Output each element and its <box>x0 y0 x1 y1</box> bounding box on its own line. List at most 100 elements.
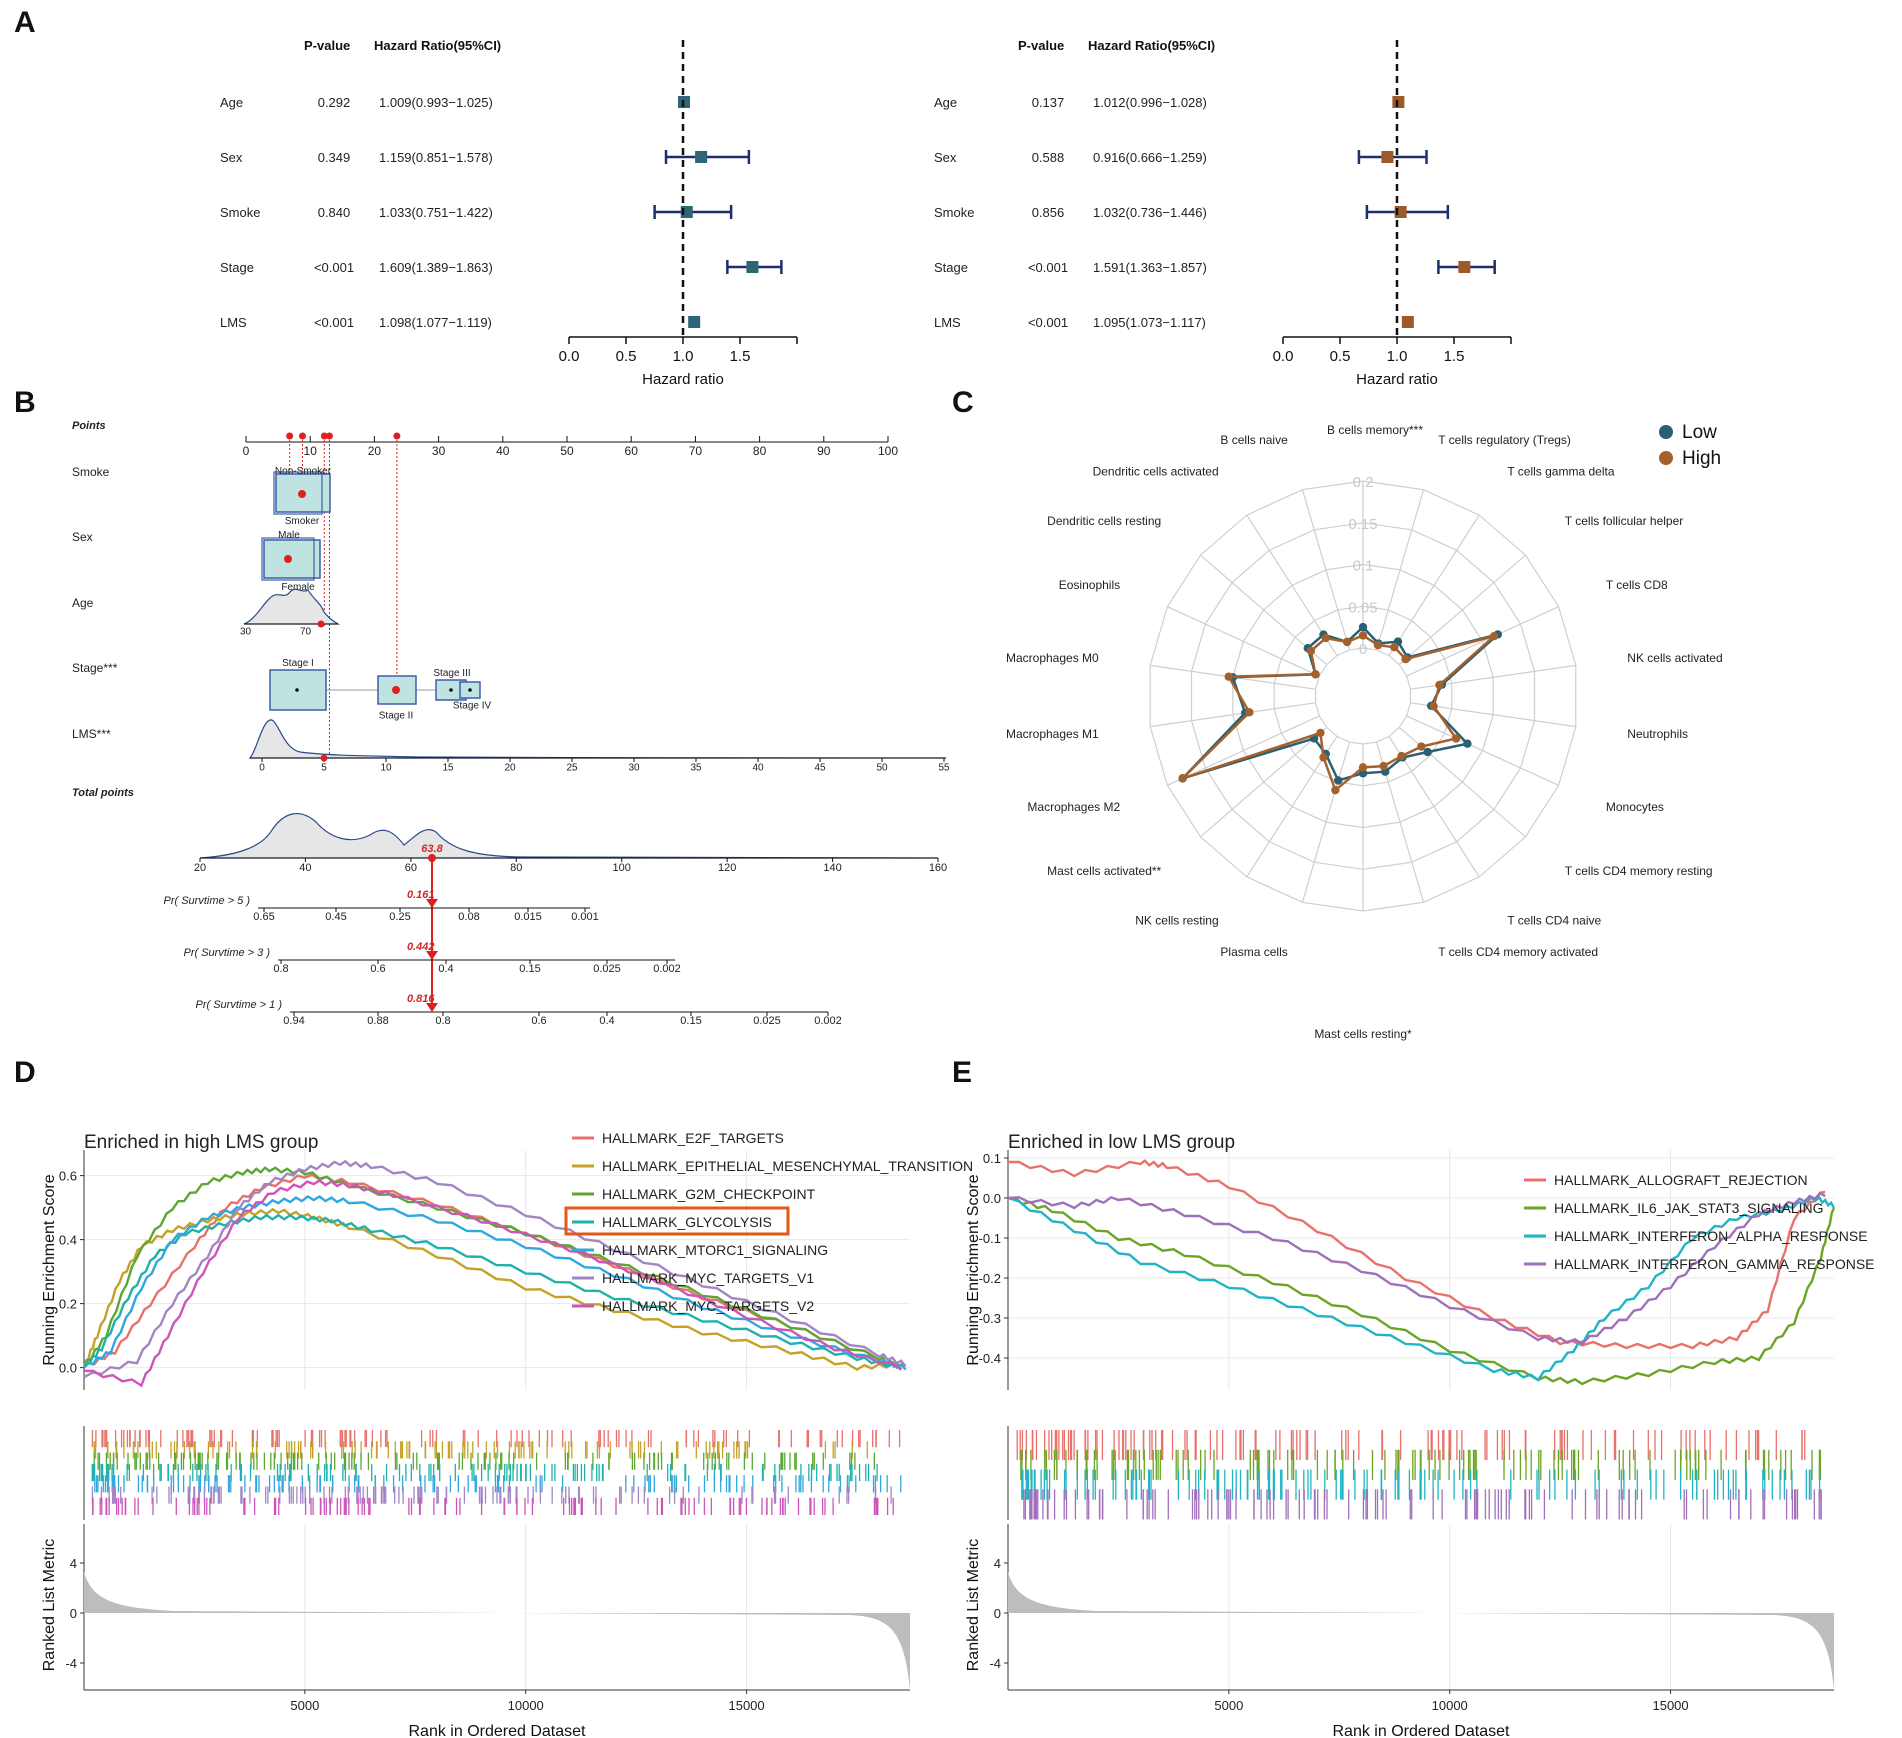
radar-r-tick: 0.05 <box>1348 599 1377 616</box>
smoke-label: Smoke <box>72 465 110 479</box>
radar-category-label: T cells CD4 memory activated <box>1438 945 1598 959</box>
points-tick-label: 30 <box>432 444 446 458</box>
age-tick: 30 <box>240 626 252 637</box>
y-tick-label: 0.0 <box>59 1361 77 1376</box>
total-tick-label: 20 <box>194 862 206 874</box>
hr-ci-text: 1.033(0.751−1.422) <box>379 205 493 220</box>
hr-point <box>1458 261 1471 273</box>
survival-label: Pr( Survtime > 3 ) <box>184 947 271 959</box>
lms-tick-label: 10 <box>380 762 392 773</box>
p-value: <0.001 <box>1028 315 1068 330</box>
legend-key-low <box>1659 425 1673 439</box>
sex-box <box>261 537 315 581</box>
lms-tick-label: 40 <box>752 762 764 773</box>
radar-category-label: T cells follicular helper <box>1565 514 1684 528</box>
stage-cat: Stage IV <box>453 700 492 711</box>
x-tick-label: 5000 <box>1214 1698 1243 1713</box>
p-value: 0.840 <box>318 205 351 220</box>
hr-point <box>1381 151 1394 163</box>
radar-point <box>1316 728 1325 738</box>
enrichment-line <box>1007 1195 1836 1382</box>
enrichment-line <box>82 1166 903 1371</box>
radar-category-label: Neutrophils <box>1627 727 1688 741</box>
stage-cat: Stage II <box>379 710 413 721</box>
hr-ci-text: 1.032(0.736−1.446) <box>1093 205 1207 220</box>
lms-tick-label: 45 <box>814 762 826 773</box>
legend-label: HALLMARK_ALLOGRAFT_REJECTION <box>1554 1172 1808 1188</box>
sex-box <box>263 539 321 579</box>
p-value: 0.292 <box>318 95 351 110</box>
smoke-cat: Smoker <box>285 516 320 527</box>
enrichment-line <box>83 1179 902 1388</box>
radar-category-label: NK cells activated <box>1627 651 1722 665</box>
radar-spoke <box>1406 715 1559 786</box>
survival-tick-label: 0.08 <box>458 911 479 923</box>
y-tick-label: 0.1 <box>983 1151 1001 1166</box>
age-marker <box>317 620 325 628</box>
panel-label-e: E <box>952 1056 972 1089</box>
radar-series-low <box>1178 625 1499 783</box>
lms-density <box>248 719 947 759</box>
radar-r-tick: 0.2 <box>1353 474 1374 491</box>
x-tick-label: 10000 <box>1432 1698 1468 1713</box>
radar-point <box>1390 642 1399 652</box>
metric-axis-label: Ranked List Metric <box>41 1539 58 1672</box>
legend-label: HALLMARK_INTERFERON_ALPHA_RESPONSE <box>1554 1228 1868 1244</box>
age-label: Age <box>72 596 94 610</box>
hr-ci-text: 1.609(1.389−1.863) <box>379 260 493 275</box>
x-tick-label: 1.5 <box>730 348 751 365</box>
radar-spoke <box>1375 489 1425 651</box>
row-label: LMS <box>220 315 247 330</box>
hr-point <box>1401 316 1414 328</box>
lms-tick-label: 0 <box>259 762 265 773</box>
lms-label: LMS*** <box>72 727 111 741</box>
hr-ci-text: 1.012(0.996−1.028) <box>1093 95 1207 110</box>
lms-marker <box>320 754 328 762</box>
legend-label: Low <box>1682 422 1717 443</box>
radar-category-label: T cells CD4 naive <box>1507 914 1601 928</box>
y-tick-label: -0.4 <box>979 1351 1001 1366</box>
x-tick-label: 0.0 <box>1273 348 1294 365</box>
survival-tick-label: 0.025 <box>753 1015 781 1027</box>
stage-cat: Stage I <box>282 658 314 669</box>
total-tick-label: 120 <box>718 862 736 874</box>
legend-label: HALLMARK_G2M_CHECKPOINT <box>602 1186 816 1202</box>
total-density <box>199 813 939 859</box>
radar-spoke <box>1406 606 1559 677</box>
row-label: Age <box>220 95 243 110</box>
survival-tick-label: 0.6 <box>531 1015 546 1027</box>
radar-series-high <box>1181 634 1495 793</box>
total-label: Total points <box>72 787 134 799</box>
p-value: 0.137 <box>1032 95 1065 110</box>
radar-point <box>1333 776 1343 785</box>
smoke-box <box>273 471 323 515</box>
x-axis-label: Rank in Ordered Dataset <box>1333 1723 1511 1738</box>
enrichment-line <box>83 1159 907 1379</box>
radar-point <box>1342 637 1352 647</box>
x-tick-label: 1.0 <box>673 348 694 365</box>
legend-label: HALLMARK_MTORC1_SIGNALING <box>602 1242 828 1258</box>
lms-tick-label: 25 <box>566 762 578 773</box>
radar-category-label: Macrophages M0 <box>1006 651 1099 665</box>
survival-value: 0.442 <box>407 941 435 953</box>
radar-point <box>1311 670 1320 679</box>
legend-label: HALLMARK_GLYCOLYSIS <box>602 1214 772 1230</box>
total-tick-label: 40 <box>299 862 311 874</box>
legend-label: High <box>1682 448 1721 469</box>
plot-title: Enriched in low LMS group <box>1008 1132 1235 1153</box>
p-value: <0.001 <box>314 260 354 275</box>
radar-point <box>1463 739 1472 748</box>
forest-plot-left: P-value Hazard Ratio(95%CI) Age 0.292 1.009(… <box>220 38 798 388</box>
p-value: <0.001 <box>1028 260 1068 275</box>
sex-label: Sex <box>72 530 93 544</box>
points-tick-label: 10 <box>304 444 318 458</box>
x-tick-label: 5000 <box>290 1698 319 1713</box>
radar-category-label: T cells gamma delta <box>1507 464 1614 478</box>
points-tick-label: 20 <box>368 444 382 458</box>
hr-header: Hazard Ratio(95%CI) <box>1088 38 1215 53</box>
radar-point <box>1224 672 1233 681</box>
metric-tick-label: 4 <box>70 1556 77 1571</box>
points-tick-label: 70 <box>689 444 703 458</box>
x-axis-label: Hazard ratio <box>1356 371 1438 388</box>
